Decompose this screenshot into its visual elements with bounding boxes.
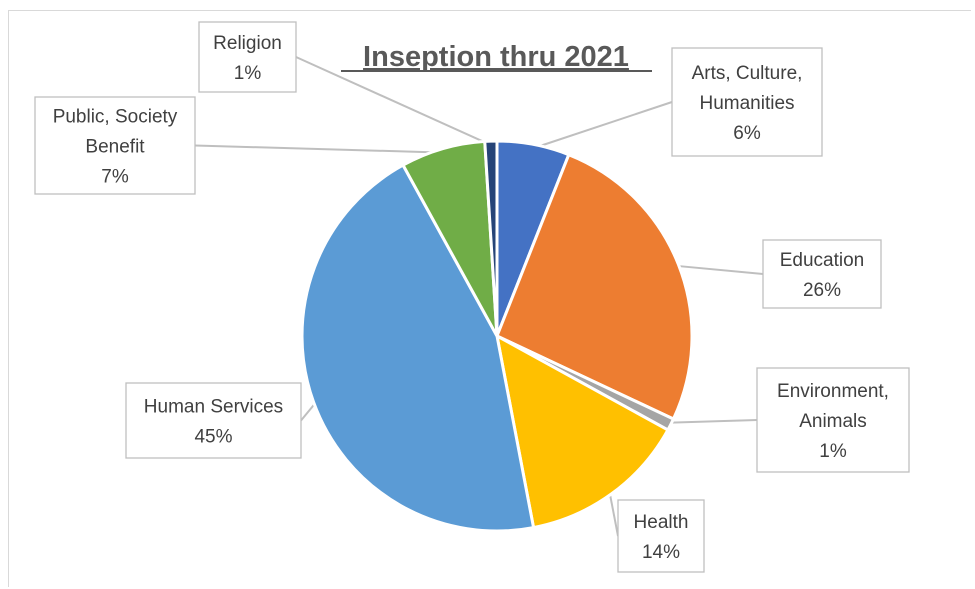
label-percent: 1% (234, 63, 262, 84)
label-category: Benefit (85, 137, 145, 158)
label-box (34, 96, 196, 195)
chart-title: Inseption thru 2021 (363, 41, 629, 73)
label-box (617, 499, 705, 573)
label-category: Education (780, 250, 865, 271)
data-label-religion: Religion 1% (198, 21, 297, 93)
data-label-public-society-benefit: Public, Society Benefit 7% (34, 96, 196, 195)
leader-line (608, 490, 619, 537)
data-label-human-services: Human Services 45% (125, 382, 302, 459)
leader-line (194, 144, 444, 154)
label-category: Health (634, 512, 689, 533)
pie-slice-religion (483, 139, 499, 337)
label-category: Animals (799, 411, 867, 432)
pie-slice-human-services (300, 163, 536, 533)
label-percent: 45% (194, 427, 232, 448)
data-labels: Arts, Culture, Humanities 6% Education 26% En… (34, 21, 910, 573)
label-category: Human Services (144, 397, 283, 418)
label-box (756, 367, 910, 473)
label-category: Arts, Culture, (692, 63, 803, 84)
data-label-arts-culture-humanities: Arts, Culture, Humanities 6% (671, 47, 823, 157)
label-percent: 14% (642, 542, 680, 563)
leader-line (674, 264, 764, 275)
data-label-education: Education 26% (762, 239, 882, 309)
label-category: Religion (213, 33, 282, 54)
label-box (125, 382, 302, 459)
chart-frame (8, 10, 971, 587)
leader-line (532, 101, 673, 150)
data-label-health: Health 14% (617, 499, 705, 573)
leader-line (295, 56, 492, 147)
label-percent: 1% (819, 441, 847, 462)
leader-line (667, 419, 758, 424)
data-label-environment-animals: Environment, Animals 1% (756, 367, 910, 473)
label-box (198, 21, 297, 93)
pie-slice-health (494, 333, 670, 530)
pie-slice-education (495, 152, 694, 422)
label-category: Humanities (699, 93, 794, 114)
label-percent: 6% (733, 123, 761, 144)
label-percent: 26% (803, 280, 841, 301)
leader-lines (194, 56, 764, 537)
label-percent: 7% (101, 167, 129, 188)
label-box (762, 239, 882, 309)
label-category: Public, Society (53, 107, 178, 128)
label-category: Environment, (777, 381, 889, 402)
pie-slices (300, 139, 694, 533)
label-box (671, 47, 823, 157)
